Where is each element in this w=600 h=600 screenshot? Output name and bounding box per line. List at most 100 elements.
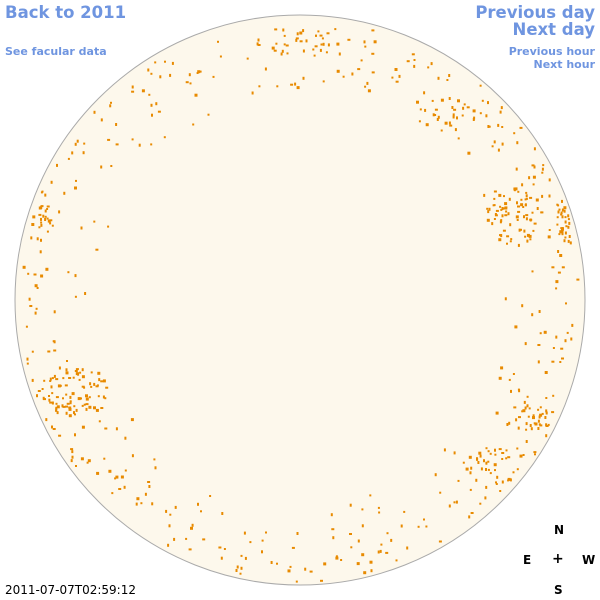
facula-mark [185,537,188,540]
facula-mark [43,379,46,382]
facula-mark [123,485,126,489]
facula-mark [564,339,567,343]
facula-mark [395,559,398,562]
next-hour-link[interactable]: Next hour [533,58,596,71]
back-to-year-link[interactable]: Back to 2011 [5,3,127,22]
facula-mark [236,565,239,569]
facula-mark [111,492,114,495]
facula-mark [74,274,77,278]
facula-mark [567,225,570,229]
facula-mark [451,106,454,109]
facula-mark [425,123,429,127]
facula-mark [40,274,44,278]
facula-mark [539,413,543,417]
facula-mark [53,374,56,378]
observation-timestamp: 2011-07-07T02:59:12 [5,583,136,597]
facula-mark [519,126,523,129]
facula-mark [78,378,81,381]
facula-mark [545,397,548,399]
facula-mark [430,62,433,66]
facula-mark [36,237,39,241]
facula-mark [495,483,498,485]
facula-mark [487,125,490,128]
facula-mark [283,34,286,37]
facula-mark [403,510,406,513]
facula-mark [437,115,440,119]
facula-mark [289,565,292,568]
facula-mark [74,370,78,372]
facula-mark [154,466,157,470]
facula-mark [286,52,289,55]
facula-mark [385,551,389,554]
facula-mark [295,580,298,583]
facula-mark [364,45,367,48]
facula-mark [559,254,563,257]
facula-mark [551,360,555,363]
facula-mark [299,31,303,35]
facula-mark [541,167,544,171]
next-day-link[interactable]: Next day [512,20,595,39]
facula-mark [36,287,39,289]
facula-mark [552,394,555,397]
facula-mark [526,239,529,243]
facula-mark [141,89,145,93]
facula-mark [448,504,451,508]
facula-mark [44,218,47,221]
facula-mark [103,457,106,460]
facula-mark [455,500,458,504]
facula-mark [261,539,264,542]
facula-mark [85,394,88,398]
facula-mark [169,513,172,516]
facula-mark [46,230,49,233]
facula-mark [479,84,482,87]
facula-mark [357,68,361,71]
facula-mark [104,397,107,400]
facula-mark [529,196,533,199]
facula-mark [131,85,134,89]
facula-mark [31,350,34,353]
facula-mark [192,123,195,126]
facula-mark [98,420,101,423]
facula-mark [220,556,223,560]
facula-mark [504,214,508,217]
facula-mark [118,488,122,490]
facula-mark [494,469,496,472]
facula-mark [157,110,161,113]
facula-mark [261,550,263,554]
facula-mark [560,211,563,215]
facula-mark [525,214,529,217]
see-facular-data-link[interactable]: See facular data [5,45,107,58]
facula-mark [544,371,548,374]
facula-mark [174,505,177,509]
facula-mark [25,325,28,328]
facula-mark [51,401,54,405]
facula-mark [93,406,96,410]
facula-mark [561,227,564,231]
facula-mark [347,38,351,41]
facula-mark [22,265,26,269]
previous-hour-link[interactable]: Previous hour [508,45,595,58]
facula-mark [85,407,88,411]
facula-mark [501,207,504,210]
previous-day-link[interactable]: Previous day [475,3,595,22]
facula-mark [315,34,317,37]
facula-mark [529,424,532,427]
facula-mark [494,453,497,456]
facula-mark [431,99,434,102]
facula-mark [71,455,74,459]
facula-mark [541,194,544,198]
facula-mark [501,458,504,460]
facula-mark [416,100,419,104]
facula-mark [495,411,499,415]
facula-mark [100,165,103,169]
facula-mark [62,377,65,380]
facula-mark [102,395,105,399]
facula-mark [487,460,490,463]
facula-mark [498,193,502,197]
facula-mark [423,91,426,95]
facula-mark [32,215,36,219]
facula-mark [244,556,247,560]
facula-mark [505,449,508,452]
facula-mark [406,60,410,63]
facula-mark [567,214,570,218]
